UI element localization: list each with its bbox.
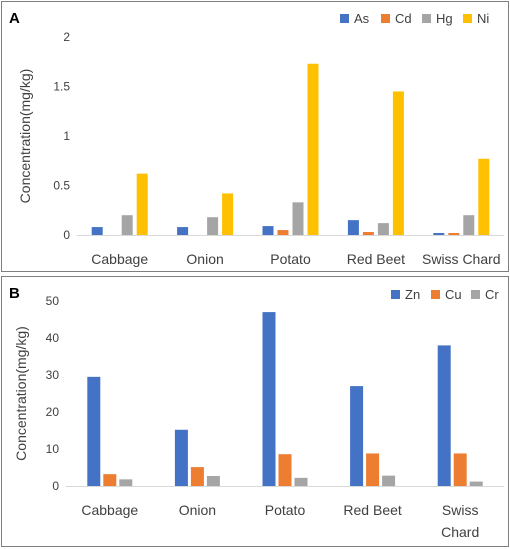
chart-a-svg: A As Cd Hg Ni 0 0.5 1 1.5 2 Concentration(mg/kg) Ca… <box>9 10 504 267</box>
chart-a-bar-hg-cabbage <box>121 215 133 235</box>
chart-a-panel-label: A <box>9 10 20 27</box>
chart-b-legend-label-cu: Cu <box>445 287 462 302</box>
chart-a-category-label: Potato <box>270 251 311 267</box>
chart-a-bar-hg-swiss-chard <box>463 215 475 235</box>
chart-a-bar-ni-red-beet <box>392 91 404 235</box>
chart-a-bar-cd-red-beet <box>362 232 374 235</box>
chart-b-ytick-label: 40 <box>46 331 60 345</box>
chart-b-category-label: Red Beet <box>343 502 401 518</box>
chart-a-bar-hg-red-beet <box>377 223 389 235</box>
chart-b-category-label: Cabbage <box>81 502 138 518</box>
chart-b-category-label: Potato <box>265 502 306 518</box>
chart-b-ytick-label: 0 <box>52 479 59 493</box>
chart-b-bar-zn-potato <box>262 312 276 486</box>
chart-b-bar-cu-potato <box>278 454 292 486</box>
chart-a-bar-as-potato <box>262 226 274 235</box>
chart-b-category-label: Swiss Chard <box>441 502 479 540</box>
chart-b-bar-zn-cabbage <box>87 376 101 486</box>
chart-b-bar-zn-swiss-chard <box>437 345 451 486</box>
chart-a-bar-ni-swiss-chard <box>478 158 490 235</box>
chart-b-bar-cr-onion <box>206 476 220 486</box>
chart-a-category-label: Onion <box>186 251 223 267</box>
chart-a-bar-as-cabbage <box>91 227 103 235</box>
chart-b-category-label-line: Chard <box>441 524 479 540</box>
chart-b-bar-cu-red-beet <box>366 453 380 486</box>
chart-b-legend-label-zn: Zn <box>405 287 420 302</box>
chart-b-ytick-label: 10 <box>46 442 60 456</box>
chart-a-category-label: Cabbage <box>91 251 148 267</box>
chart-a-bar-cd-potato <box>277 230 289 235</box>
chart-b-bar-cr-potato <box>294 477 308 486</box>
chart-a-bar-hg-potato <box>292 202 304 235</box>
chart-a-legend-label-hg: Hg <box>436 11 453 26</box>
chart-a-legend-label-as: As <box>354 11 370 26</box>
chart-a-bar-ni-cabbage <box>136 173 148 235</box>
chart-b-bar-zn-onion <box>174 429 188 486</box>
chart-a-legend-swatch-ni <box>463 14 472 23</box>
chart-a-ytick-label: 1.5 <box>53 80 70 94</box>
chart-b-bar-zn-red-beet <box>350 386 364 486</box>
chart-panel-a: A As Cd Hg Ni 0 0.5 1 1.5 2 Concentration(mg/kg) Ca… <box>1 1 509 272</box>
chart-b-category-label-line: Swiss <box>442 502 479 518</box>
chart-a-bar-ni-onion <box>222 193 234 235</box>
chart-a-category-label: Red Beet <box>347 251 405 267</box>
chart-a-bar-hg-onion <box>207 217 219 235</box>
chart-a-ytick-label: 2 <box>63 30 70 44</box>
chart-a-ytick-label: 0.5 <box>53 179 70 193</box>
chart-a-legend-swatch-cd <box>381 14 390 23</box>
chart-b-bar-cu-cabbage <box>103 474 117 486</box>
chart-b-bar-cr-swiss-chard <box>469 481 483 486</box>
chart-a-ytick-label: 0 <box>63 228 70 242</box>
chart-panel-b: B Zn Cu Cr 0 10 20 30 40 50 Concentration(mg/kg) Ca… <box>1 276 509 547</box>
chart-b-legend-swatch-zn <box>391 290 400 299</box>
chart-b-bar-cu-onion <box>190 467 204 486</box>
chart-b-panel-label: B <box>9 285 20 302</box>
chart-a-bar-as-red-beet <box>347 220 359 235</box>
chart-a-legend-swatch-as <box>340 14 349 23</box>
chart-a-bar-cd-swiss-chard <box>448 233 460 235</box>
chart-a-legend-label-cd: Cd <box>395 11 412 26</box>
chart-b-legend-swatch-cu <box>431 290 440 299</box>
chart-b-ytick-label: 20 <box>46 405 60 419</box>
chart-b-ytick-label: 50 <box>46 294 60 308</box>
chart-b-y-axis-title: Concentration(mg/kg) <box>13 326 29 461</box>
chart-b-svg: B Zn Cu Cr 0 10 20 30 40 50 Concentration(mg/kg) Ca… <box>9 285 504 540</box>
chart-b-bar-cr-cabbage <box>119 479 133 486</box>
chart-a-legend-swatch-hg <box>422 14 431 23</box>
chart-a-bar-ni-potato <box>307 63 319 236</box>
chart-a-bar-as-swiss-chard <box>433 233 445 235</box>
chart-a-bar-as-onion <box>177 227 189 235</box>
chart-a-category-label: Swiss Chard <box>422 251 501 267</box>
chart-a-legend-label-ni: Ni <box>477 11 489 26</box>
chart-b-bar-cr-red-beet <box>382 475 396 486</box>
chart-b-legend-swatch-cr <box>471 290 480 299</box>
chart-a-y-axis-title: Concentration(mg/kg) <box>17 69 33 204</box>
chart-b-ytick-label: 30 <box>46 368 60 382</box>
chart-b-legend-label-cr: Cr <box>485 287 499 302</box>
chart-b-category-label: Onion <box>179 502 216 518</box>
chart-a-ytick-label: 1 <box>63 129 70 143</box>
chart-b-bar-cu-swiss-chard <box>453 453 467 486</box>
